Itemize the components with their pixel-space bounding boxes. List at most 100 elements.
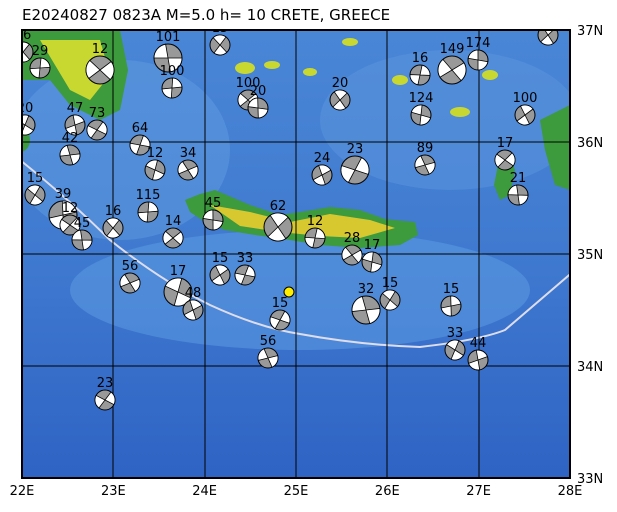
- beachball-quadrant: [410, 104, 432, 126]
- beachball-quadrant: [468, 349, 488, 371]
- event-depth-label: 152: [536, 11, 561, 26]
- beachball-quadrant: [94, 391, 116, 409]
- beachball-quadrant: [257, 348, 279, 368]
- event-depth-label: 45: [205, 196, 222, 211]
- focal-mechanism: 56: [257, 334, 279, 369]
- focal-mechanism: 21: [507, 171, 529, 206]
- focal-mechanism: 45: [202, 196, 224, 231]
- beachball-quadrant: [467, 49, 489, 71]
- focal-mechanism: 34: [177, 146, 199, 181]
- event-depth-label: 17: [364, 238, 381, 253]
- event-depth-label: 174: [466, 36, 491, 51]
- beachball-quadrant: [267, 212, 289, 242]
- event-depth-label: 56: [15, 28, 32, 43]
- beachball-quadrant: [153, 43, 183, 73]
- event-depth-label: 15: [27, 171, 44, 186]
- event-depth-label: 15: [212, 21, 229, 36]
- event-depth-label: 64: [132, 121, 149, 136]
- beachball-quadrant: [164, 277, 192, 307]
- focal-mechanism: 16: [409, 51, 431, 86]
- beachball-quadrant: [145, 159, 165, 181]
- y-tick-label: 36N: [577, 136, 603, 151]
- focal-mechanism: 15: [24, 171, 46, 206]
- beachball-quadrant: [71, 229, 93, 251]
- event-depth-label: 20: [250, 84, 267, 99]
- beachball-quadrant: [22, 114, 35, 136]
- focal-mechanism: 23: [340, 142, 370, 185]
- beachball-quadrant: [332, 89, 348, 111]
- y-axis: 37N 36N 35N 34N 33N: [577, 24, 603, 487]
- y-tick-label: 35N: [577, 248, 603, 263]
- event-depth-label: 124: [409, 91, 434, 106]
- beachball-quadrant: [494, 152, 516, 168]
- x-axis: 22E 23E 24E 25E 26E 27E 28E: [10, 484, 583, 499]
- beachball-quadrant: [381, 289, 399, 311]
- beachball-quadrant: [129, 135, 151, 155]
- event-depth-label: 15: [272, 296, 289, 311]
- event-depth-label: 23: [347, 142, 364, 157]
- focal-mechanism: 100: [160, 64, 185, 99]
- beachball-quadrant: [312, 164, 332, 186]
- event-depth-label: 34: [180, 146, 197, 161]
- beachball-quadrant: [440, 295, 462, 317]
- focal-mechanism: 100: [236, 76, 260, 111]
- x-tick-label: 23E: [101, 484, 126, 499]
- event-depth-label: 47: [67, 101, 84, 116]
- beachball-quadrant: [212, 34, 228, 56]
- focal-mechanism: 89: [414, 141, 436, 176]
- focal-mechanism: 44: [467, 336, 489, 371]
- y-tick-label: 33N: [577, 472, 603, 487]
- beachball-quadrant: [361, 251, 383, 273]
- event-depth-label: 16: [412, 51, 429, 66]
- beachball-quadrant: [85, 59, 115, 81]
- event-depth-label: 21: [510, 171, 527, 186]
- event-depth-label: 20: [17, 101, 34, 116]
- event-depth-label: 28: [344, 231, 361, 246]
- focal-mechanism: 15: [440, 282, 462, 317]
- event-depth-label: 29: [32, 44, 49, 59]
- focal-mechanism: 15: [209, 251, 231, 286]
- x-tick-label: 28E: [558, 484, 583, 499]
- focal-mechanism: 20: [329, 76, 351, 111]
- focal-mechanism: 56: [15, 28, 34, 63]
- focal-mechanism: 16: [102, 204, 124, 239]
- beachball-quadrant: [59, 144, 81, 166]
- event-depth-label: 12: [62, 201, 79, 216]
- beachball-quadrant: [183, 299, 203, 321]
- event-depth-label: 33: [447, 326, 464, 341]
- focal-mechanism: 15: [269, 296, 291, 331]
- beachball-quadrant: [341, 246, 363, 264]
- beachball-quadrant: [161, 77, 183, 99]
- focal-mechanism: 28: [341, 231, 363, 266]
- focal-mechanism: 124: [409, 91, 434, 126]
- event-depth-label: 16: [105, 204, 122, 219]
- x-tick-label: 26E: [375, 484, 400, 499]
- event-depth-label: 33: [237, 251, 254, 266]
- event-depth-label: 12: [147, 146, 164, 161]
- focal-mechanism: 64: [129, 121, 151, 156]
- event-depth-label: 15: [212, 251, 229, 266]
- focal-mechanism: 15: [379, 276, 401, 311]
- event-depth-label: 14: [165, 214, 182, 229]
- focal-mechanism: 48: [182, 286, 204, 321]
- beachball-quadrant: [162, 230, 184, 246]
- focal-mechanism: 14: [162, 214, 184, 249]
- beachball-quadrant: [65, 114, 85, 136]
- beachball-quadrant: [351, 296, 381, 324]
- beachball-quadrant: [437, 58, 467, 82]
- focal-mechanism: 24: [311, 151, 333, 186]
- beachball-quadrant: [86, 121, 108, 139]
- event-depth-label: 149: [440, 42, 465, 57]
- y-tick-label: 37N: [577, 24, 603, 39]
- beachball-quadrant: [177, 161, 199, 179]
- event-depth-label: 100: [160, 64, 185, 79]
- event-depth-label: 100: [513, 91, 538, 106]
- map-frame: [21, 29, 571, 479]
- focal-mechanism: 73: [86, 106, 108, 141]
- focal-mechanism: 115: [136, 188, 160, 223]
- focal-mechanism: 100: [513, 91, 538, 126]
- beachball-quadrant: [516, 104, 534, 126]
- event-depth-label: 45: [74, 216, 91, 231]
